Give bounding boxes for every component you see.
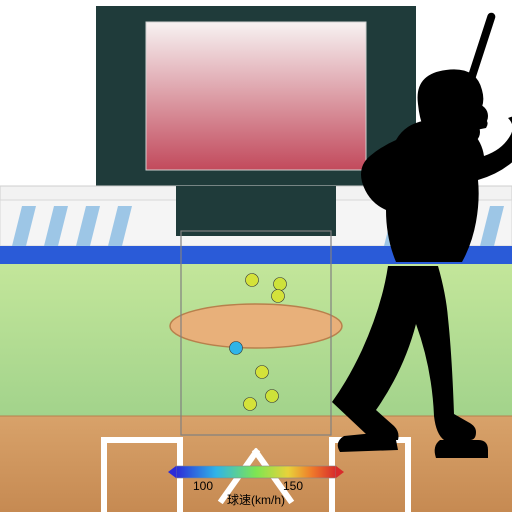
- pitch-marker: [266, 390, 279, 403]
- pitch-location-chart: 100 150球速(km/h): [0, 0, 512, 512]
- pitch-marker: [244, 398, 257, 411]
- legend-label: 球速(km/h): [227, 493, 285, 507]
- pitch-marker: [274, 278, 287, 291]
- legend-tick: 100: [193, 479, 213, 493]
- pitch-marker: [230, 342, 243, 355]
- pitch-marker: [272, 290, 285, 303]
- pitch-marker: [256, 366, 269, 379]
- legend-tick: 150: [283, 479, 303, 493]
- chart-svg: 100 150球速(km/h): [0, 0, 512, 512]
- scoreboard-screen: [146, 22, 366, 170]
- speed-colorbar: [176, 466, 336, 478]
- pitchers-mound: [170, 304, 342, 348]
- pitch-marker: [246, 274, 259, 287]
